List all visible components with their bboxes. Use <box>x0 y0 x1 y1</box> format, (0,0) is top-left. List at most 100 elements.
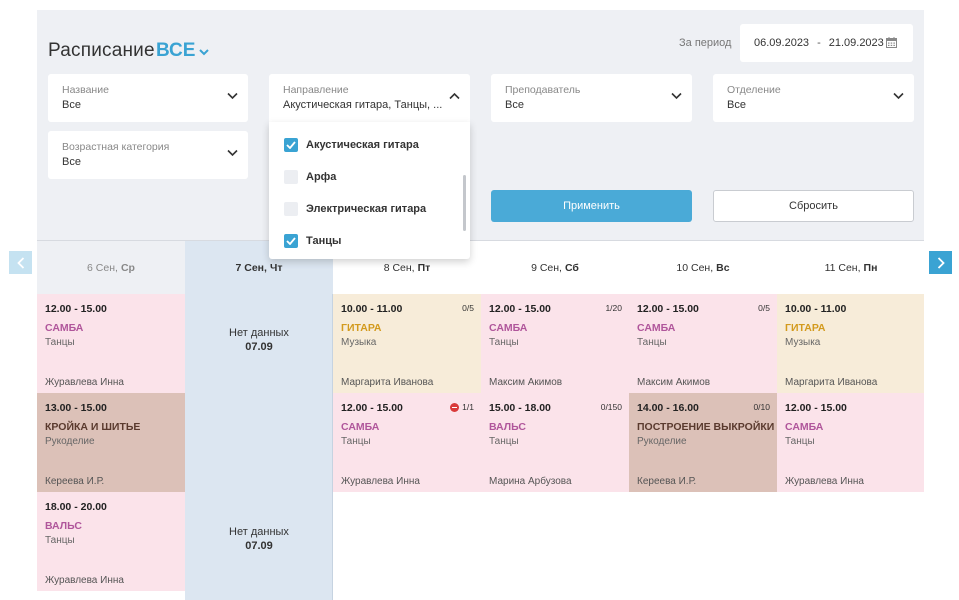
filter-age-label: Возрастная категория <box>62 141 170 153</box>
lesson-time: 12.00 - 15.00 <box>489 303 551 315</box>
lesson-card[interactable]: 10.00 - 11.00 ГИТАРА Музыка Маргарита Ив… <box>777 294 924 393</box>
filter-direction-label: Направление <box>283 84 349 96</box>
lesson-name: САМБА <box>45 322 84 334</box>
lesson-time: 14.00 - 16.00 <box>637 402 699 414</box>
dropdown-option-electric-guitar[interactable]: Электрическая гитара <box>284 201 426 217</box>
prev-week-button[interactable] <box>9 251 32 274</box>
lesson-count: 1/20 <box>605 303 622 313</box>
chevron-left-icon <box>16 256 24 269</box>
dropdown-option-label: Электрическая гитара <box>306 203 427 215</box>
lesson-teacher: Маргарита Иванова <box>341 377 434 388</box>
lesson-time: 10.00 - 11.00 <box>785 303 847 315</box>
direction-dropdown: Акустическая гитара Арфа Электрическая г… <box>269 122 470 259</box>
lesson-card[interactable]: 12.00 - 15.00 САМБА Танцы Журавлева Инна <box>37 294 185 393</box>
dropdown-option-label: Акустическая гитара <box>306 139 419 151</box>
lesson-teacher: Максим Акимов <box>637 377 711 388</box>
lesson-category: Рукоделие <box>45 436 95 447</box>
lesson-category: Танцы <box>489 436 519 447</box>
date-separator: - <box>817 37 821 49</box>
lesson-name: ГИТАРА <box>785 322 826 334</box>
lesson-time: 12.00 - 15.00 <box>45 303 107 315</box>
filter-age[interactable]: Возрастная категория Все <box>48 131 248 179</box>
lesson-time: 10.00 - 11.00 <box>341 303 403 315</box>
lesson-teacher: Журавлева Инна <box>341 476 420 487</box>
lesson-card[interactable]: 18.00 - 20.00 ВАЛЬС Танцы Журавлева Инна <box>37 492 185 591</box>
checkbox-checked-icon[interactable] <box>284 138 298 152</box>
chevron-down-icon <box>199 49 210 56</box>
lesson-count: 0/10 <box>753 402 770 412</box>
lesson-time: 12.00 - 15.00 <box>341 402 403 414</box>
filter-teacher[interactable]: Преподаватель Все <box>491 74 692 122</box>
lesson-count: 0/150 <box>600 402 622 412</box>
today-column <box>185 241 333 600</box>
dropdown-scrollbar[interactable] <box>463 175 466 231</box>
no-data-cell: Нет данных 07.09 <box>185 525 333 553</box>
lesson-name: ГИТАРА <box>341 322 382 334</box>
lesson-card[interactable]: 12.00 - 15.00 1/20 САМБА Танцы Максим Ак… <box>481 294 629 393</box>
reset-button[interactable]: Сбросить <box>713 190 914 222</box>
chevron-down-icon <box>227 92 238 100</box>
date-from: 06.09.2023 <box>754 37 810 49</box>
lesson-card[interactable]: 12.00 - 15.00 САМБА Танцы Журавлева Инна <box>777 393 924 492</box>
lesson-card[interactable]: 13.00 - 15.00 КРОЙКА И ШИТЬЕ Рукоделие К… <box>37 393 185 492</box>
schedule-filter-value: ВСЕ <box>156 40 196 61</box>
lesson-teacher: Марина Арбузова <box>489 476 572 487</box>
lesson-category: Музыка <box>341 337 377 348</box>
dropdown-option-harp[interactable]: Арфа <box>284 169 336 185</box>
apply-button[interactable]: Применить <box>491 190 692 222</box>
lesson-name: КРОЙКА И ШИТЬЕ <box>45 421 141 433</box>
next-week-button[interactable] <box>929 251 952 274</box>
grid-divider <box>37 240 924 241</box>
filter-teacher-value: Все <box>505 99 524 111</box>
chevron-down-icon <box>893 92 904 100</box>
chevron-up-icon <box>449 92 460 100</box>
lesson-card[interactable]: 15.00 - 18.00 0/150 ВАЛЬС Танцы Марина А… <box>481 393 629 492</box>
lesson-category: Танцы <box>785 436 815 447</box>
lesson-category: Танцы <box>341 436 371 447</box>
filter-department-value: Все <box>727 99 746 111</box>
filter-name[interactable]: Название Все <box>48 74 248 122</box>
no-data-text: Нет данных <box>229 526 289 538</box>
calendar-icon[interactable] <box>886 37 897 48</box>
filter-direction[interactable]: Направление Акустическая гитара, Танцы, … <box>269 74 470 122</box>
filter-teacher-label: Преподаватель <box>505 84 581 96</box>
checkbox-icon[interactable] <box>284 170 298 184</box>
lesson-name: ВАЛЬС <box>489 421 527 433</box>
date-to: 21.09.2023 <box>828 37 884 49</box>
no-data-cell: Нет данных 07.09 <box>185 326 333 354</box>
lesson-card[interactable]: 14.00 - 16.00 0/10 ПОСТРОЕНИЕ ВЫКРОЙКИ Р… <box>629 393 777 492</box>
lesson-time: 18.00 - 20.00 <box>45 501 107 513</box>
lesson-card[interactable]: 12.00 - 15.00 0/5 САМБА Танцы Максим Аки… <box>629 294 777 393</box>
filter-name-label: Название <box>62 84 109 96</box>
lesson-count: 0/5 <box>462 303 474 313</box>
dropdown-option-dance[interactable]: Танцы <box>284 233 341 249</box>
lesson-card[interactable]: 10.00 - 11.00 0/5 ГИТАРА Музыка Маргарит… <box>333 294 481 393</box>
lesson-name: САМБА <box>489 322 528 334</box>
dropdown-option-acoustic-guitar[interactable]: Акустическая гитара <box>284 137 419 153</box>
filter-direction-value: Акустическая гитара, Танцы, ... <box>283 99 443 111</box>
schedule-grid: 6 Сен, Ср 7 Сен, Чт 8 Сен, Пт 9 Сен, Сб 10 С… <box>37 240 924 600</box>
lesson-name: САМБА <box>637 322 676 334</box>
checkbox-checked-icon[interactable] <box>284 234 298 248</box>
lesson-teacher: Журавлева Инна <box>45 377 124 388</box>
filter-age-value: Все <box>62 156 81 168</box>
lesson-teacher: Максим Акимов <box>489 377 563 388</box>
filter-department[interactable]: Отделение Все <box>713 74 914 122</box>
lesson-name: ВАЛЬС <box>45 520 83 532</box>
lesson-teacher: Маргарита Иванова <box>785 377 878 388</box>
day-header: 10 Сен, Вс <box>676 261 730 274</box>
checkbox-icon[interactable] <box>284 202 298 216</box>
chevron-down-icon <box>227 149 238 157</box>
lesson-category: Танцы <box>489 337 519 348</box>
no-data-date: 07.09 <box>245 341 273 353</box>
lesson-time: 15.00 - 18.00 <box>489 402 551 414</box>
day-header: 11 Сен, Пн <box>824 261 878 274</box>
lesson-card[interactable]: 12.00 - 15.00 1/1 САМБА Танцы Журавлева … <box>333 393 481 492</box>
period-label: За период <box>679 37 732 49</box>
lesson-name: САМБА <box>341 421 380 433</box>
period-date-range[interactable]: 06.09.2023 - 21.09.2023 <box>740 24 913 62</box>
schedule-filter-select[interactable]: ВСЕ <box>156 40 210 62</box>
day-header: 6 Сен, Ср <box>37 241 185 294</box>
lesson-teacher: Журавлева Инна <box>45 575 124 586</box>
